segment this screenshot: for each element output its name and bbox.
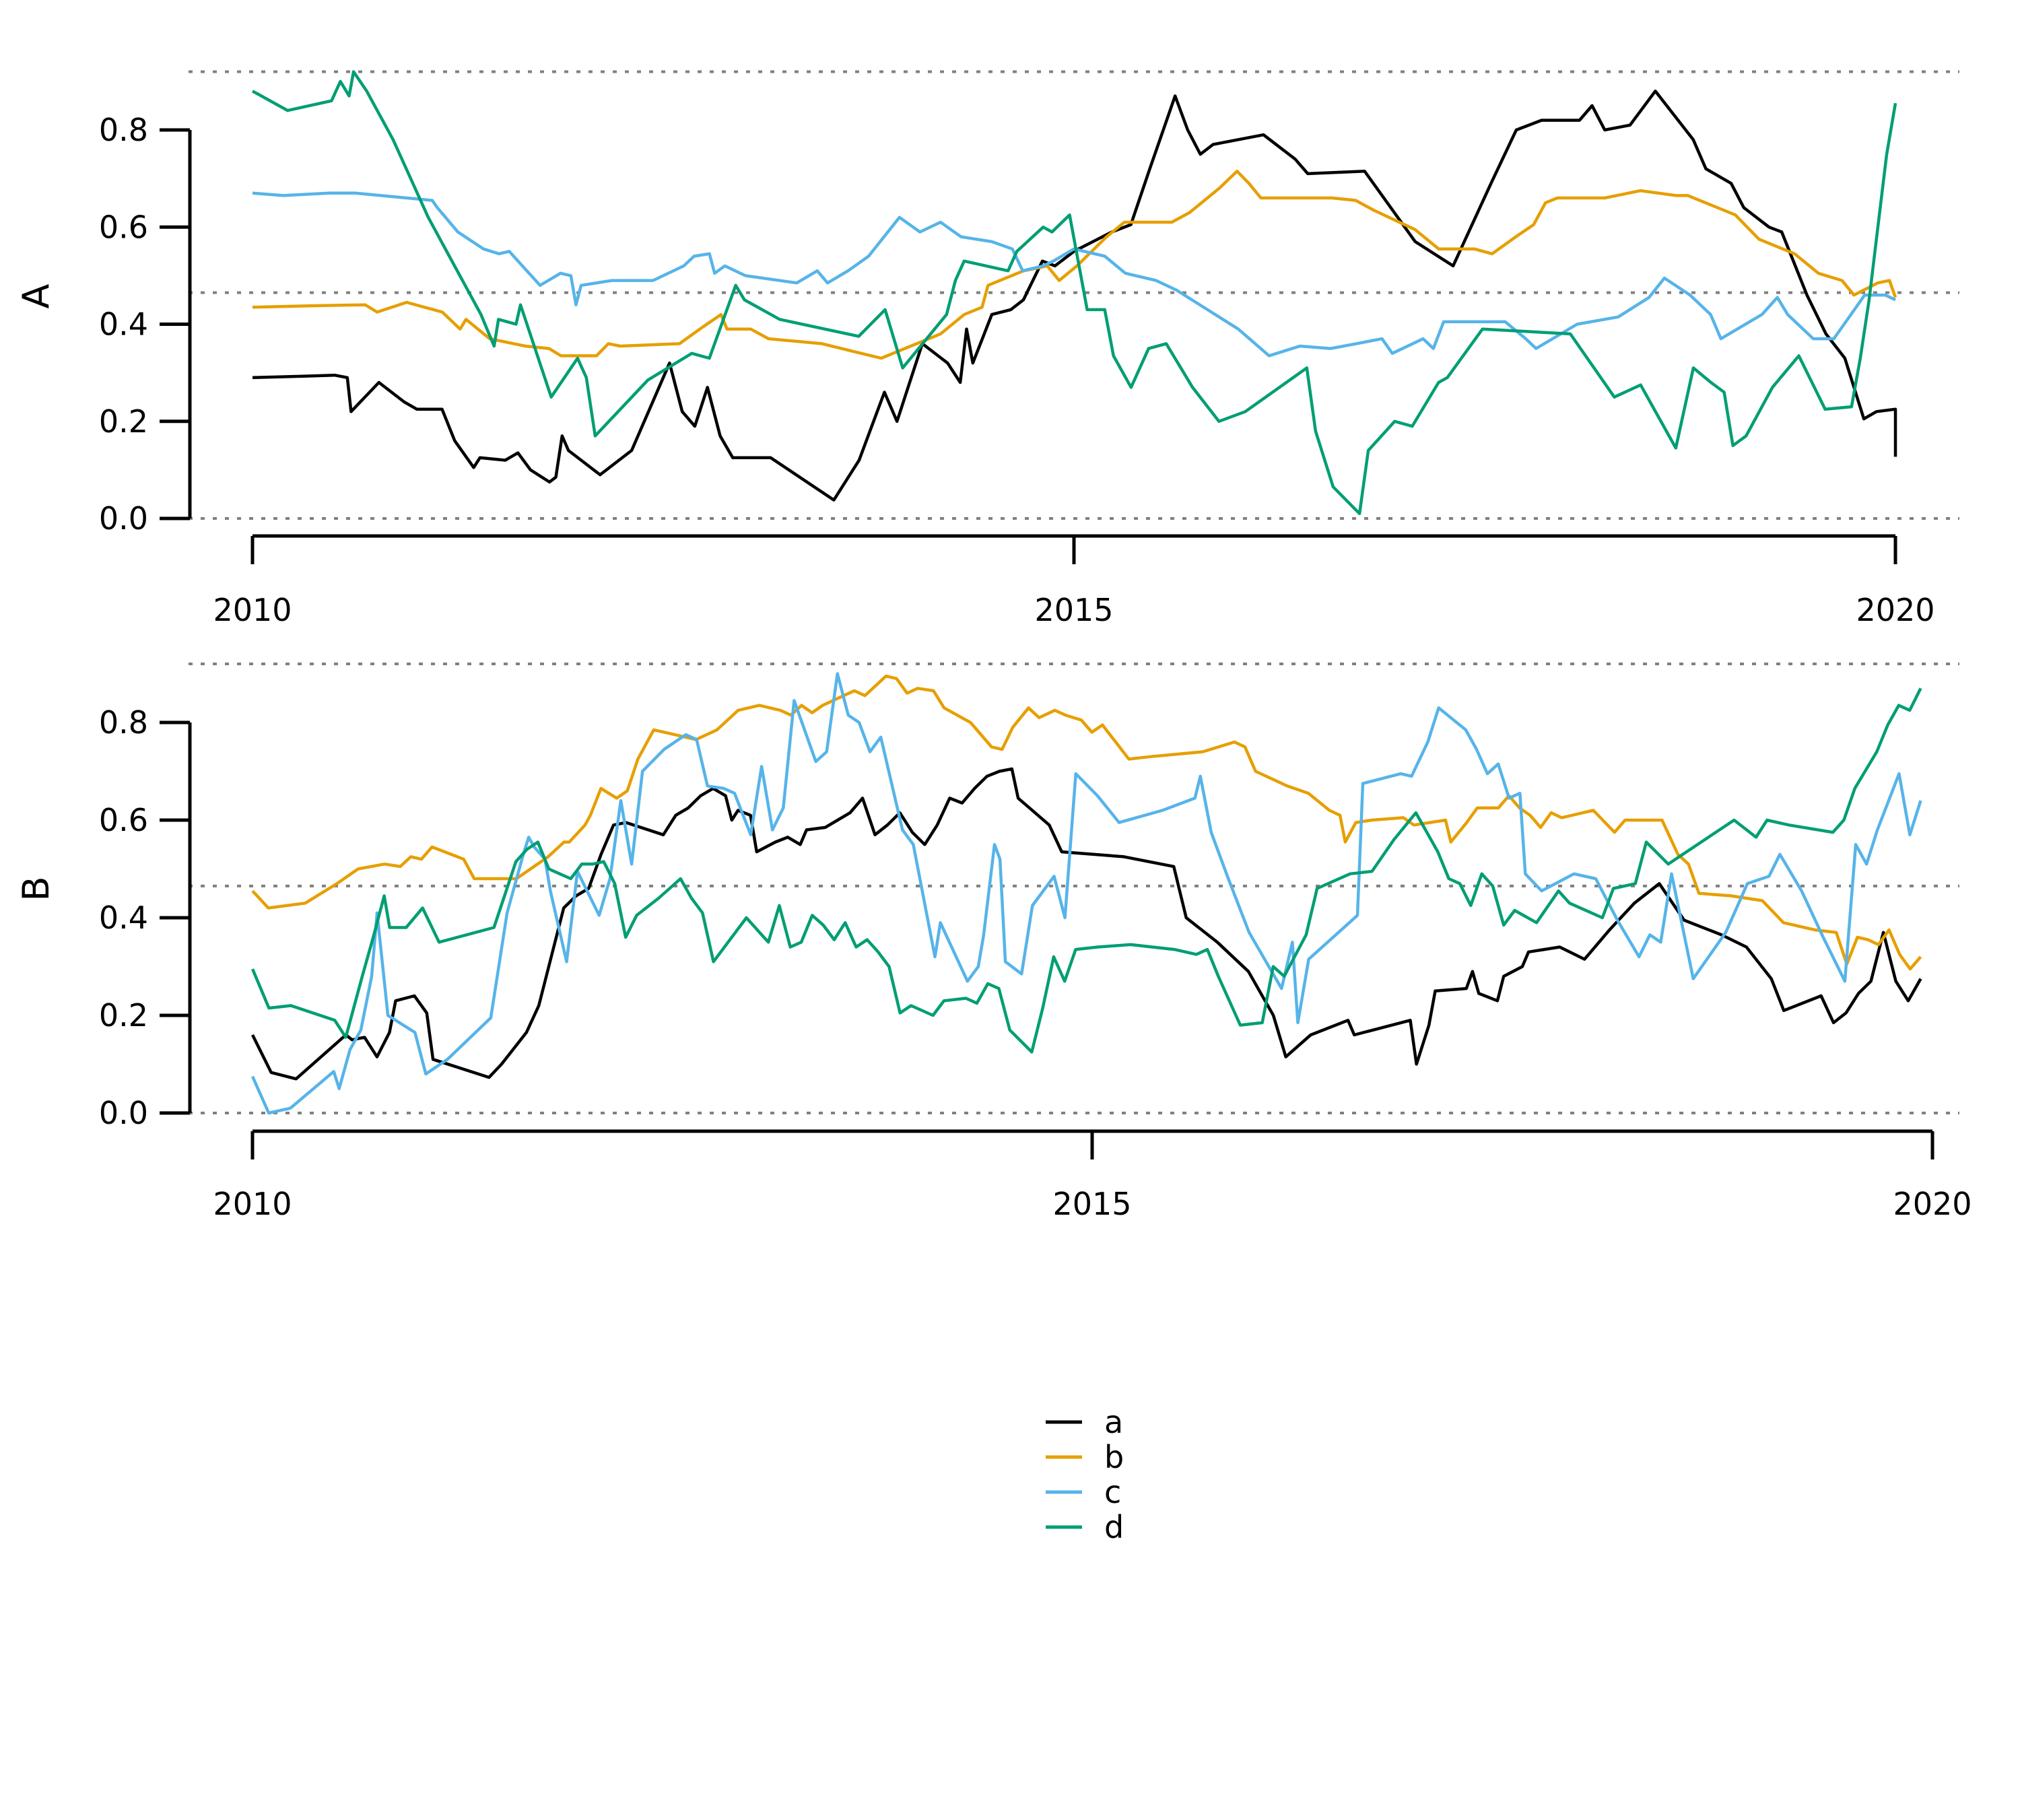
legend-label: d: [1104, 1509, 1124, 1545]
y-tick-label: 0.2: [99, 403, 148, 440]
y-tick-label: 0.6: [99, 209, 148, 245]
panel-label: B: [15, 876, 57, 901]
y-tick-label: 0.2: [99, 997, 148, 1034]
series-line-d: [251, 70, 1897, 516]
legend-item-b: b: [1046, 1439, 1124, 1475]
x-tick-label: 2020: [1856, 592, 1934, 628]
chart-panels: 0.0 0.2 0.4 0.6 0.8 2010 2015 2020 A 0.0 0.2 0.4 0.6…: [15, 70, 1972, 1222]
x-tick-label: 2010: [213, 1186, 292, 1222]
series-line-b: [251, 674, 1922, 971]
legend-item-c: c: [1046, 1474, 1121, 1510]
x-tick-label: 2020: [1893, 1186, 1972, 1222]
series-line-b: [252, 170, 1897, 360]
series-line-a: [252, 90, 1897, 502]
legend-label: c: [1104, 1474, 1121, 1510]
series-line-a: [250, 767, 1922, 1081]
legend-item-d: d: [1046, 1509, 1124, 1545]
legend-item-a: a: [1046, 1404, 1123, 1440]
y-tick-label: 0.6: [99, 802, 148, 838]
y-tick-label: 0.4: [99, 306, 148, 343]
x-tick-label: 2015: [1034, 592, 1113, 628]
y-tick-label: 0.0: [99, 1095, 148, 1131]
panel-b: 0.0 0.2 0.4 0.6 0.8 2010 2015 2020 B: [15, 663, 1972, 1222]
y-tick-label: 0.0: [99, 500, 148, 537]
panel-a: 0.0 0.2 0.4 0.6 0.8 2010 2015 2020 A: [15, 70, 1959, 628]
series-line-d: [250, 687, 1922, 1054]
x-tick-label: 2010: [213, 592, 292, 628]
series-line-c: [252, 191, 1896, 358]
legend-label: b: [1104, 1439, 1124, 1475]
panel-label: A: [15, 283, 57, 308]
x-tick-label: 2015: [1052, 1186, 1131, 1222]
y-tick-label: 0.8: [99, 112, 148, 148]
y-tick-label: 0.8: [99, 704, 148, 741]
y-tick-label: 0.4: [99, 900, 148, 936]
legend-label: a: [1104, 1404, 1123, 1440]
series-line-c: [250, 672, 1922, 1115]
